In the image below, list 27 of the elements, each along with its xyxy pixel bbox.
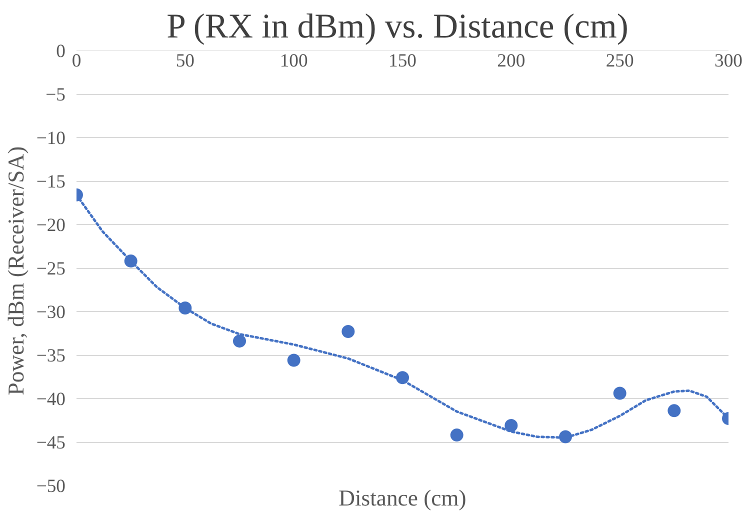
y-tick-label: −25 xyxy=(36,258,66,280)
x-tick-label: 200 xyxy=(497,50,526,72)
point xyxy=(233,334,246,348)
x-tick-label: 50 xyxy=(176,50,194,72)
y-tick-label: −30 xyxy=(36,302,66,323)
y-tick-label: −40 xyxy=(36,389,66,410)
x-tick-label: 100 xyxy=(280,50,308,72)
y-axis-title: Power, dBm (Receiver/SA) xyxy=(3,146,28,396)
point xyxy=(668,404,681,418)
y-tick-label: −35 xyxy=(36,346,66,366)
x-tick-label: 300 xyxy=(714,50,742,72)
point xyxy=(613,386,626,400)
point xyxy=(450,428,464,442)
y-tick-label: −15 xyxy=(36,172,66,192)
y-tick-label: −50 xyxy=(36,476,66,497)
x-axis-title: Distance (cm) xyxy=(338,486,466,510)
chart-title: P (RX in dBm) vs. Distance (cm) xyxy=(166,8,628,46)
point xyxy=(342,325,355,338)
y-tick-label: −10 xyxy=(36,128,66,149)
x-tick-label: 150 xyxy=(388,50,416,72)
x-tick-label: 0 xyxy=(72,50,82,72)
y-tick-label: −20 xyxy=(36,215,66,236)
point xyxy=(504,418,518,432)
point xyxy=(287,354,300,367)
x-tick-label: 250 xyxy=(606,50,634,72)
y-tick-label: −5 xyxy=(46,84,66,106)
y-tick-label: −45 xyxy=(36,432,66,454)
